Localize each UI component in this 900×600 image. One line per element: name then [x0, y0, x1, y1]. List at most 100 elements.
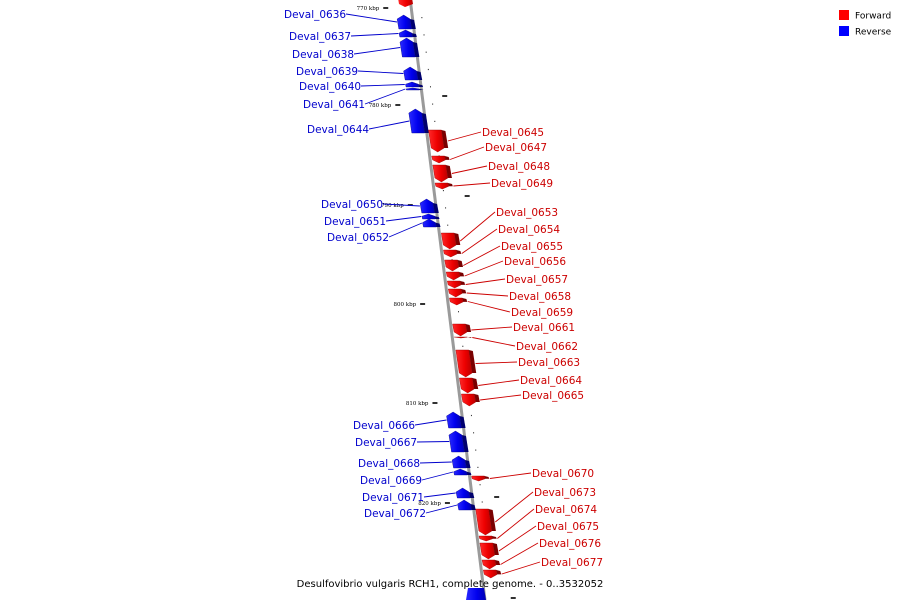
gene-leader-line [461, 228, 498, 254]
gene-feature [398, 0, 413, 7]
tick-marks: 770 kbp 780 kbp 790 kbp 800 kbp 810 kbp 820 k… [357, 6, 516, 599]
tick-mark [407, 204, 413, 206]
gene-leader-line [501, 561, 541, 575]
gene-label: Deval_0636 [284, 9, 346, 21]
legend-forward-label: Forward [855, 12, 891, 22]
tick-mark [420, 303, 426, 305]
gene-feature [408, 108, 426, 134]
gene-feature-shade [441, 130, 449, 148]
gene-feature-shade [461, 435, 469, 452]
gene-leader-line [467, 301, 511, 313]
gene-label: Deval_0656 [504, 256, 566, 268]
gene-feature-shade [457, 260, 464, 267]
gene-feature [419, 198, 436, 214]
gene-label: Deval_0665 [522, 390, 584, 402]
gene-leader-line [382, 203, 420, 207]
gene-leader-line [414, 419, 447, 426]
gene-feature [403, 66, 419, 81]
gene-leader-line [360, 84, 405, 87]
gene-label: Deval_0648 [488, 161, 550, 173]
gene-leader-line [385, 216, 422, 222]
gene-leader-line [464, 260, 504, 277]
gene-leader-line [353, 47, 401, 55]
gene-feature [448, 288, 463, 298]
gene-label: Deval_0672 [364, 508, 426, 520]
gene-label: Deval_0653 [496, 207, 558, 219]
tick-label: 790 kbp [381, 203, 404, 209]
gene-leader-line [459, 211, 496, 242]
gene-label: Deval_0641 [303, 99, 365, 111]
gene-feature-shade [416, 71, 423, 80]
gene-feature-shade [496, 570, 502, 575]
gene-feature [432, 164, 449, 183]
gene-leader-line [421, 471, 454, 481]
gene-feature [431, 155, 446, 164]
gene-feature-shade [456, 250, 462, 254]
gene-feature-shade [465, 324, 472, 332]
gene-label: Deval_0652 [327, 232, 389, 244]
tick-label: 780 kbp [369, 103, 392, 109]
gene-feature [428, 129, 445, 153]
gene-label: Deval_0654 [498, 224, 560, 236]
gene-label: Deval_0664 [520, 375, 582, 387]
legend-forward-swatch [839, 10, 849, 20]
gene-label: Deval_0671 [362, 492, 424, 504]
gene-label: Deval_0650 [321, 199, 383, 211]
gene-feature [483, 569, 498, 579]
gene-feature [471, 475, 486, 482]
tick-mark [395, 104, 401, 106]
gene-leader-line [388, 222, 423, 238]
gene-label: Deval_0639 [296, 66, 358, 78]
gene-leader-line [449, 146, 485, 160]
gene-feature-shade [474, 394, 480, 402]
gene-leader-line [472, 337, 516, 347]
gene-feature [398, 29, 414, 38]
tick-label: 810 kbp [406, 401, 429, 407]
gene-label: Deval_0638 [292, 49, 354, 61]
gene-feature [444, 259, 460, 272]
gene-leader-line [471, 326, 513, 331]
gene-label: Deval_0659 [511, 307, 573, 319]
gene-label: Deval_0674 [535, 504, 597, 516]
gene-feature-shade [459, 416, 466, 428]
gene-label: Deval_0668 [358, 458, 420, 470]
gene-feature [399, 37, 416, 58]
legend: Forward Reverse [839, 10, 892, 38]
gene-label: Deval_0645 [482, 127, 544, 139]
gene-feature-shade [472, 378, 479, 389]
gene-feature-shade [466, 471, 472, 475]
tick-label: 800 kbp [393, 302, 416, 308]
gene-feature [459, 377, 475, 394]
gene-leader-line [478, 379, 520, 386]
gene-leader-line [416, 441, 450, 443]
gene-feature-shade [484, 476, 490, 479]
gene-feature-shade [470, 504, 476, 510]
gene-feature-shade [445, 165, 452, 178]
gene-feature-shade [492, 536, 497, 539]
gene-feature [475, 508, 493, 536]
gene-leader-line [480, 394, 522, 401]
gene-feature [455, 349, 473, 378]
gene-feature [434, 182, 450, 190]
tick-mark [383, 7, 389, 9]
gene-feature [396, 14, 413, 30]
tick-mark [510, 597, 516, 599]
gene-feature [451, 455, 467, 469]
gene-feature [449, 297, 464, 306]
gene-feature-shade [410, 19, 416, 29]
gene-feature [466, 588, 486, 600]
gene-feature [455, 487, 471, 499]
gene-feature-shade [468, 350, 477, 373]
gene-leader-line [350, 33, 399, 37]
gene-leader-line [425, 504, 458, 514]
gene-feature-shade [421, 113, 429, 133]
gene-label: Deval_0661 [513, 322, 575, 334]
gene-label: Deval_0647 [485, 142, 547, 154]
tick-mark [442, 95, 448, 97]
gene-leader-line [419, 461, 452, 464]
gene-feature [443, 249, 458, 258]
gene-label: Deval_0669 [360, 475, 422, 487]
gene-label: Deval_0675 [537, 521, 599, 533]
gene-label: Deval_0670 [532, 468, 594, 480]
gene-feature-shade [465, 460, 471, 468]
